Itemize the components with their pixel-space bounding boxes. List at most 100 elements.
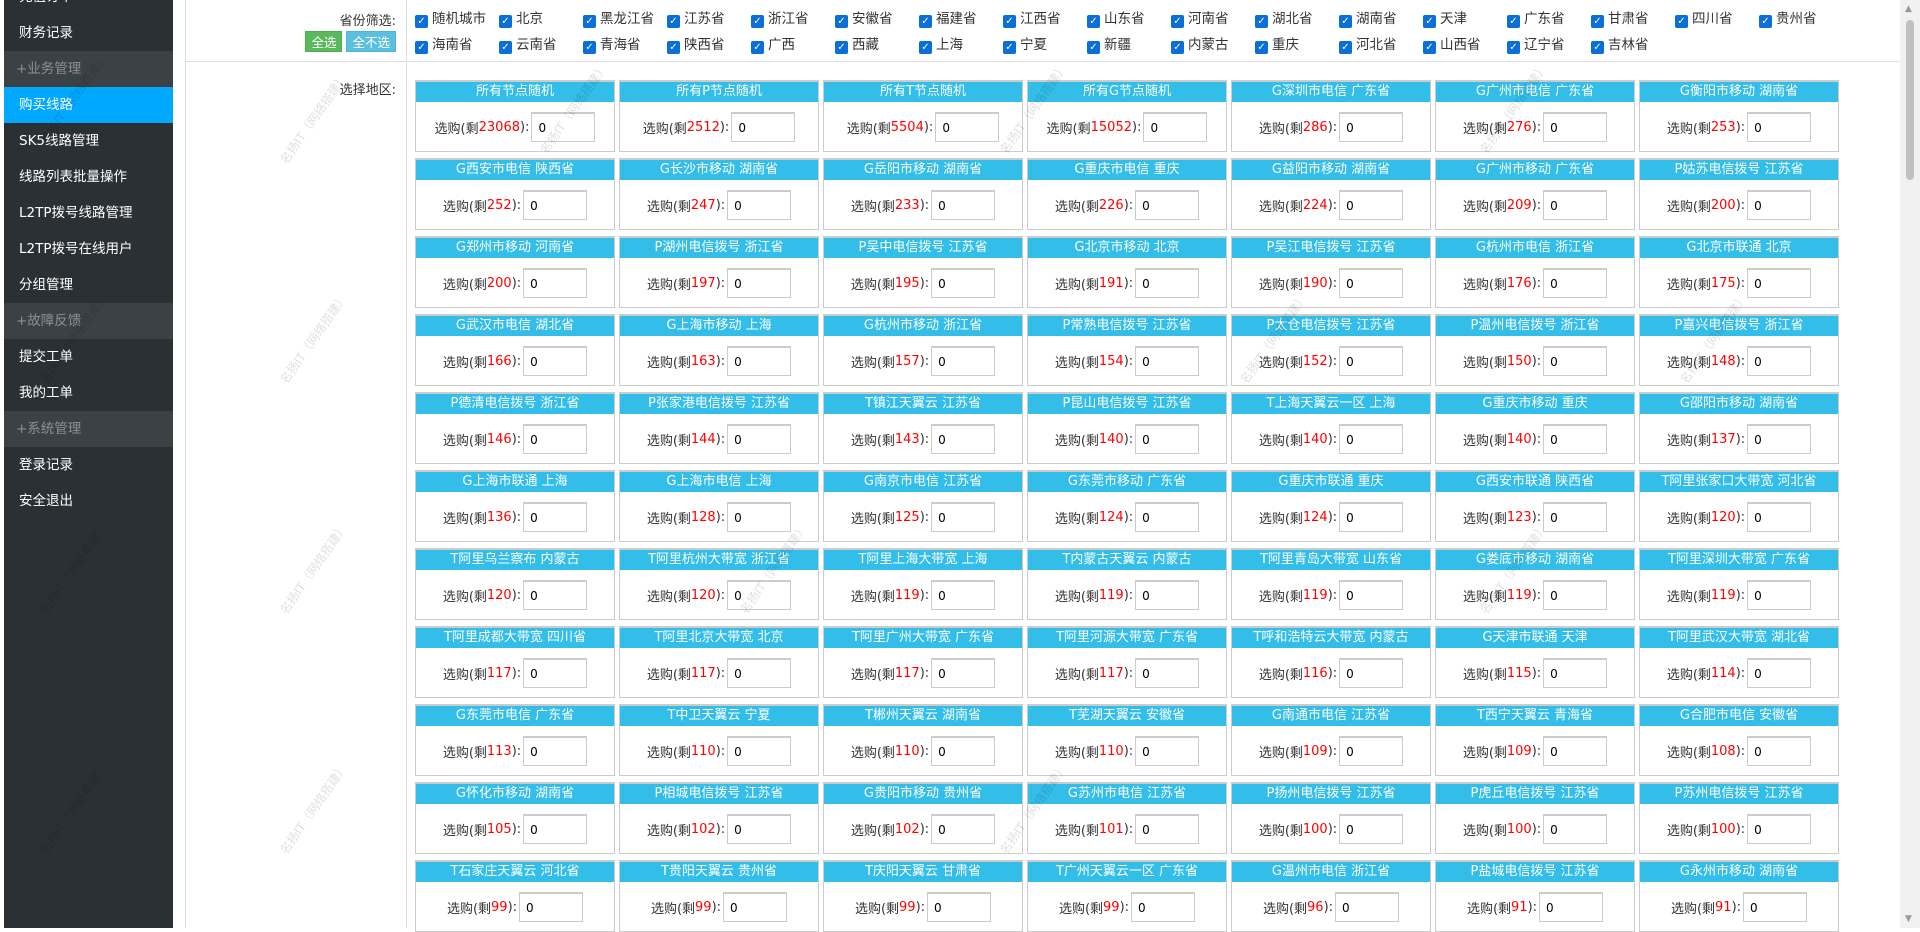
quantity-input[interactable]: [1747, 424, 1812, 454]
quantity-input[interactable]: [1339, 736, 1404, 766]
quantity-input[interactable]: [1543, 112, 1608, 142]
quantity-input[interactable]: [519, 892, 584, 922]
checkbox-checked-icon[interactable]: ✓: [667, 15, 680, 28]
quantity-input[interactable]: [727, 736, 792, 766]
province-checkbox[interactable]: ✓ 吉林省: [1591, 34, 1675, 60]
quantity-input[interactable]: [1339, 502, 1404, 532]
province-checkbox[interactable]: ✓ 贵州省: [1759, 8, 1843, 34]
province-checkbox[interactable]: ✓ 广西: [751, 34, 835, 60]
checkbox-checked-icon[interactable]: ✓: [751, 15, 764, 28]
quantity-input[interactable]: [931, 580, 996, 610]
quantity-input[interactable]: [927, 892, 992, 922]
sidebar-group[interactable]: +业务管理: [4, 51, 173, 87]
checkbox-checked-icon[interactable]: ✓: [835, 15, 848, 28]
checkbox-checked-icon[interactable]: ✓: [919, 15, 932, 28]
quantity-input[interactable]: [1135, 502, 1200, 532]
checkbox-checked-icon[interactable]: ✓: [583, 41, 596, 54]
quantity-input[interactable]: [931, 502, 996, 532]
quantity-input[interactable]: [1747, 346, 1812, 376]
sidebar-item[interactable]: L2TP拨号线路管理: [19, 205, 133, 221]
quantity-input[interactable]: [1543, 424, 1608, 454]
quantity-input[interactable]: [1747, 736, 1812, 766]
quantity-input[interactable]: [1747, 112, 1812, 142]
checkbox-checked-icon[interactable]: ✓: [919, 41, 932, 54]
sidebar-item[interactable]: 线路列表批量操作: [19, 169, 127, 185]
quantity-input[interactable]: [1339, 112, 1404, 142]
quantity-input[interactable]: [1543, 580, 1608, 610]
scrollbar[interactable]: ▲ ▼: [1900, 0, 1920, 928]
checkbox-checked-icon[interactable]: ✓: [1591, 15, 1604, 28]
checkbox-checked-icon[interactable]: ✓: [1255, 41, 1268, 54]
quantity-input[interactable]: [531, 112, 596, 142]
province-checkbox[interactable]: ✓ 重庆: [1255, 34, 1339, 60]
checkbox-checked-icon[interactable]: ✓: [415, 41, 428, 54]
province-checkbox[interactable]: ✓ 湖南省: [1339, 8, 1423, 34]
checkbox-checked-icon[interactable]: ✓: [1171, 41, 1184, 54]
province-checkbox[interactable]: ✓ 山西省: [1423, 34, 1507, 60]
checkbox-checked-icon[interactable]: ✓: [751, 41, 764, 54]
province-checkbox[interactable]: ✓ 江西省: [1003, 8, 1087, 34]
quantity-input[interactable]: [931, 190, 996, 220]
quantity-input[interactable]: [727, 580, 792, 610]
quantity-input[interactable]: [523, 190, 588, 220]
province-checkbox[interactable]: ✓ 浙江省: [751, 8, 835, 34]
quantity-input[interactable]: [1135, 658, 1200, 688]
quantity-input[interactable]: [523, 658, 588, 688]
quantity-input[interactable]: [1543, 736, 1608, 766]
quantity-input[interactable]: [1339, 814, 1404, 844]
province-checkbox[interactable]: ✓ 河北省: [1339, 34, 1423, 60]
scroll-down-icon[interactable]: ▼: [1905, 914, 1912, 924]
province-checkbox[interactable]: ✓ 安徽省: [835, 8, 919, 34]
checkbox-checked-icon[interactable]: ✓: [1255, 15, 1268, 28]
scrollbar-thumb[interactable]: [1906, 20, 1914, 180]
province-checkbox[interactable]: ✓ 上海: [919, 34, 1003, 60]
province-checkbox[interactable]: ✓ 甘肃省: [1591, 8, 1675, 34]
checkbox-checked-icon[interactable]: ✓: [835, 41, 848, 54]
quantity-input[interactable]: [523, 814, 588, 844]
quantity-input[interactable]: [931, 658, 996, 688]
scroll-up-icon[interactable]: ▲: [1905, 4, 1912, 14]
quantity-input[interactable]: [523, 736, 588, 766]
quantity-input[interactable]: [1543, 502, 1608, 532]
checkbox-checked-icon[interactable]: ✓: [499, 15, 512, 28]
province-checkbox[interactable]: ✓ 湖北省: [1255, 8, 1339, 34]
quantity-input[interactable]: [727, 346, 792, 376]
province-checkbox[interactable]: ✓ 四川省: [1675, 8, 1759, 34]
checkbox-checked-icon[interactable]: ✓: [1423, 41, 1436, 54]
quantity-input[interactable]: [523, 346, 588, 376]
quantity-input[interactable]: [1339, 424, 1404, 454]
quantity-input[interactable]: [931, 268, 996, 298]
quantity-input[interactable]: [1543, 268, 1608, 298]
quantity-input[interactable]: [1135, 190, 1200, 220]
quantity-input[interactable]: [931, 346, 996, 376]
quantity-input[interactable]: [523, 502, 588, 532]
checkbox-checked-icon[interactable]: ✓: [1759, 15, 1772, 28]
sidebar-item[interactable]: 分组管理: [19, 277, 73, 293]
quantity-input[interactable]: [1747, 814, 1812, 844]
checkbox-checked-icon[interactable]: ✓: [1507, 41, 1520, 54]
quantity-input[interactable]: [1135, 814, 1200, 844]
quantity-input[interactable]: [1543, 190, 1608, 220]
quantity-input[interactable]: [1747, 268, 1812, 298]
quantity-input[interactable]: [1131, 892, 1196, 922]
sidebar-item[interactable]: 充值订单: [4, 0, 173, 15]
checkbox-checked-icon[interactable]: ✓: [1087, 15, 1100, 28]
checkbox-checked-icon[interactable]: ✓: [1003, 41, 1016, 54]
checkbox-checked-icon[interactable]: ✓: [415, 15, 428, 28]
province-checkbox[interactable]: ✓ 宁夏: [1003, 34, 1087, 60]
sidebar-item[interactable]: 财务记录: [19, 25, 73, 41]
province-checkbox[interactable]: ✓ 河南省: [1171, 8, 1255, 34]
select-none-button[interactable]: 全不选: [346, 31, 396, 52]
province-checkbox[interactable]: ✓ 随机城市: [415, 8, 499, 34]
quantity-input[interactable]: [727, 268, 792, 298]
quantity-input[interactable]: [1543, 346, 1608, 376]
quantity-input[interactable]: [523, 424, 588, 454]
province-checkbox[interactable]: ✓ 海南省: [415, 34, 499, 60]
quantity-input[interactable]: [727, 658, 792, 688]
sidebar-item[interactable]: L2TP拨号在线用户: [19, 241, 133, 257]
checkbox-checked-icon[interactable]: ✓: [1423, 15, 1436, 28]
quantity-input[interactable]: [1339, 346, 1404, 376]
checkbox-checked-icon[interactable]: ✓: [1087, 41, 1100, 54]
province-checkbox[interactable]: ✓ 陕西省: [667, 34, 751, 60]
quantity-input[interactable]: [1135, 736, 1200, 766]
